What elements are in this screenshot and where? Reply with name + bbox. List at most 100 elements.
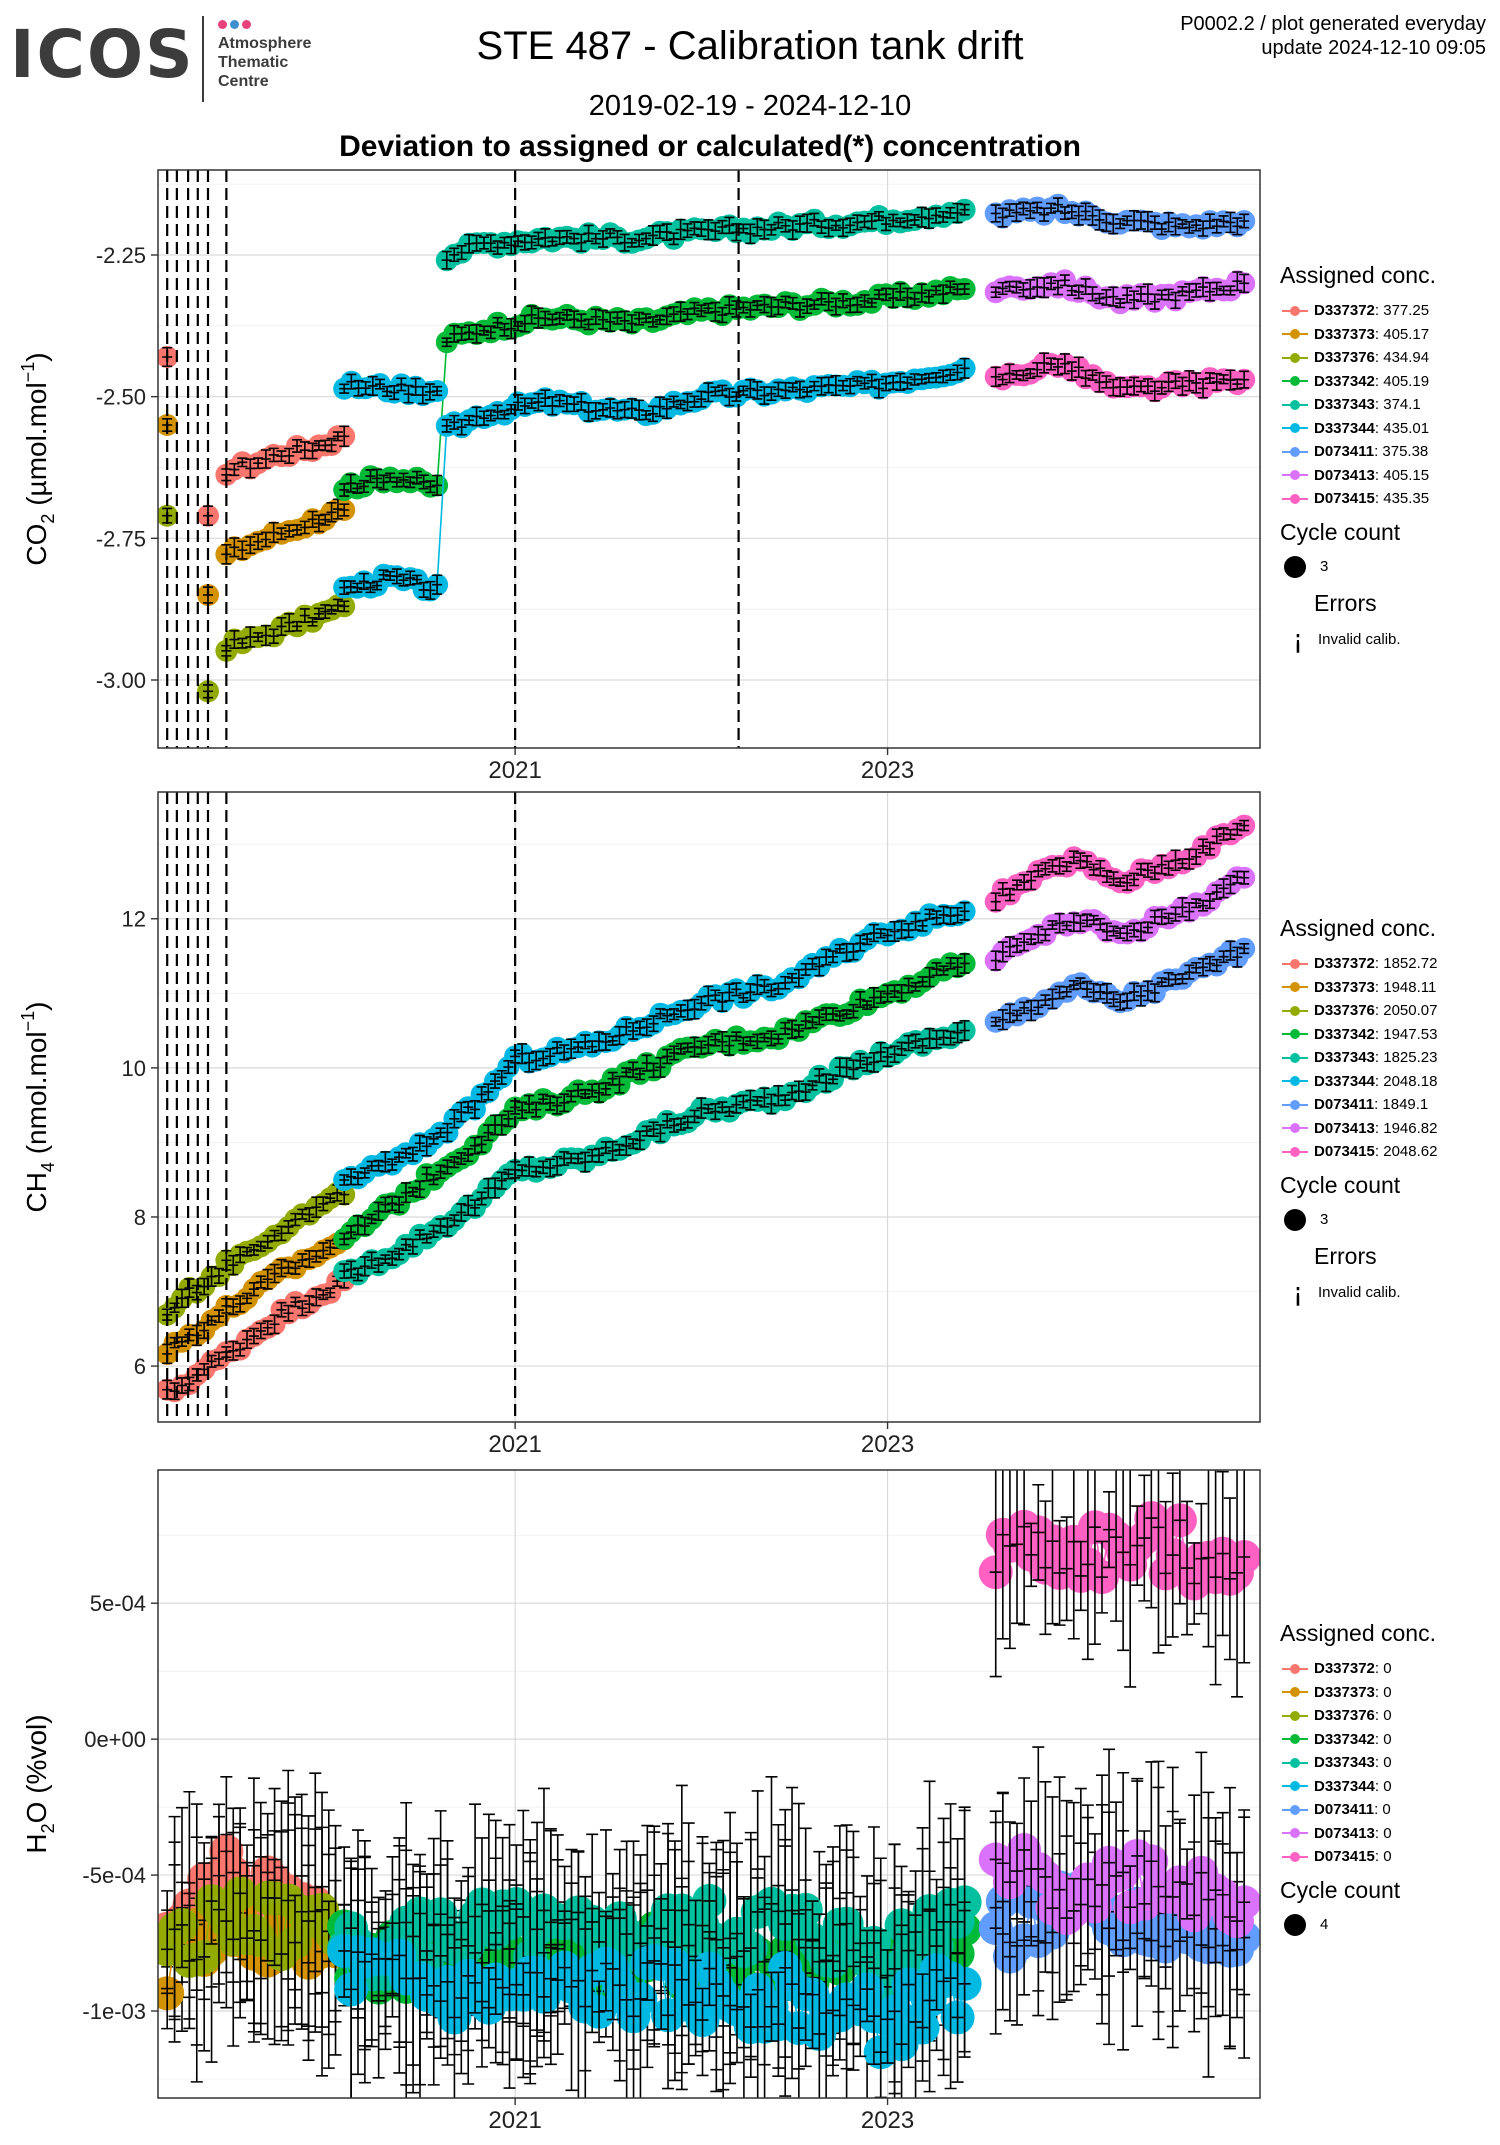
error-bar [1177,219,1188,230]
error-bar [1052,358,1063,376]
error-bar [547,396,558,416]
error-bar [1053,1519,1066,1626]
error-bar [990,1016,1001,1027]
error-bar [496,1069,507,1085]
error-bar [1103,1491,1116,1569]
error-bar [1191,372,1202,394]
plot-frame [157,1469,1261,2099]
error-bar [648,1874,661,2048]
error-bar [485,234,496,253]
error-bar [823,218,834,238]
error-bar [873,210,884,222]
y-axis-title-part: CH [21,1172,52,1212]
error-bar [845,217,856,234]
error-bar [297,1208,308,1220]
legend-key [1280,1142,1310,1162]
error-bar [745,1036,756,1047]
error-bar [1122,925,1133,942]
error-bar [703,302,714,314]
error-bar [476,1191,487,1206]
legend-label: D337376: 0 [1314,1707,1392,1725]
cycle-count-item: 3 [1284,555,1495,578]
error-bar [997,281,1008,296]
logo-subtitle-line: Thematic [218,54,289,71]
error-bar [1108,286,1119,307]
error-bar [752,300,763,311]
error-bar [724,1957,737,2054]
error-bar [923,289,934,304]
error-bar [1047,859,1058,873]
error-bar [710,221,721,241]
error-bar [634,1891,647,2098]
error-bar [237,540,248,560]
error-bar [242,1292,253,1305]
error-bar [565,1882,578,2092]
legend-co2: Assigned conc. D337372: 377.25 D337373: … [1280,262,1495,655]
error-bar [374,378,385,390]
error-bar [807,1080,818,1091]
error-bar [1087,369,1098,381]
error-bar [787,382,798,393]
error-bar [745,223,756,245]
error-bar [823,292,834,312]
legend-key [1280,1800,1310,1820]
error-bar [875,1041,886,1063]
error-bar [1131,1777,1144,1935]
error-bar [806,1900,819,1979]
legend-key [1280,442,1310,462]
panel-co2: -3.00 -2.75 -2.50 -2.25 2021 2023 CO2 (µmol.mo… [18,169,1261,784]
error-bar [241,1874,254,2002]
error-bar [554,230,565,246]
legend-item: D337343: 374.1 [1280,393,1495,417]
error-bar [902,376,913,390]
error-bar [607,1035,618,1046]
y-tick-label: -1e-03 [82,1999,146,2024]
error-bar [654,314,665,326]
error-bar [524,1094,535,1114]
legend-key [1280,1659,1310,1679]
error-bar [807,957,818,971]
error-bar [531,1165,542,1178]
error-bar [1225,874,1236,895]
error-bar [1026,933,1037,946]
error-bar [1131,1505,1144,1586]
error-bar [1184,964,1195,980]
error-bar [710,1103,721,1121]
error-bar [668,232,679,246]
errors-item: ¡ Invalid calib. [1284,1278,1495,1308]
error-bar [628,1061,639,1079]
y-axis-title-part: ) [21,1001,52,1010]
error-bar [566,1038,577,1060]
error-bar [471,406,482,427]
error-bar [394,1196,405,1214]
error-bar [1204,841,1215,856]
legend-item: D337342: 0 [1280,1728,1495,1752]
error-bar [1032,201,1043,214]
error-bar [561,309,572,321]
generation-info-line: P0002.2 / plot generated everyday [1180,13,1486,35]
error-bar [576,233,587,252]
error-bar [531,1878,544,2068]
error-bar [462,1866,475,2085]
error-bar [513,320,524,332]
error-bar [1040,928,1051,942]
error-bar [989,1470,1002,1678]
plot-frame [157,791,1261,1423]
error-bar [559,1151,570,1166]
error-bar [1011,280,1022,294]
error-bar [366,1213,377,1225]
error-bar [668,306,679,323]
error-bar [385,570,396,582]
error-bar [566,1152,577,1164]
error-bar [387,1250,398,1266]
error-bar [765,1776,778,2032]
y-axis-title-superscript: −1 [18,1011,38,1032]
error-bar [237,637,248,649]
error-bar [418,474,429,490]
error-bar [1225,828,1236,840]
error-bar [959,1020,970,1042]
plot-frame [157,169,1261,749]
error-bar [917,919,928,932]
error-bar [909,291,920,307]
error-bar [352,1171,363,1186]
